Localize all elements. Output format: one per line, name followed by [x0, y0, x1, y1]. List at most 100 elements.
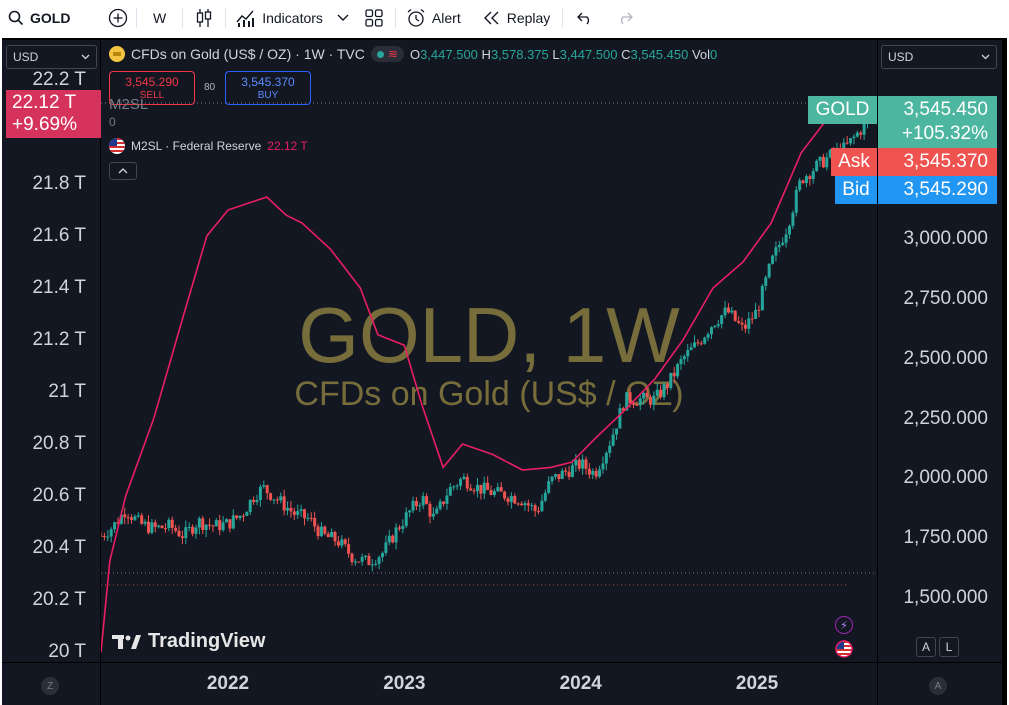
time-axis[interactable]: 2022 2023 2024 2025: [101, 663, 877, 705]
tradingview-logo-text: TradingView: [148, 630, 266, 652]
toolbar-divider: [562, 8, 564, 28]
candle-body: [543, 492, 547, 501]
right-price-scale[interactable]: USD 3,000.000 2,750.000 2,500.000 2,250.000…: [878, 40, 1002, 662]
candle-body: [442, 501, 446, 504]
candle-body: [252, 499, 256, 502]
toolbar-divider: [225, 8, 227, 28]
candle-body: [370, 564, 374, 566]
candle-body: [133, 516, 137, 520]
redo-button[interactable]: [607, 0, 643, 36]
candle-body: [771, 255, 775, 264]
candle-body: [754, 309, 758, 319]
candle-body: [377, 557, 381, 564]
candle-body: [713, 325, 717, 328]
chevron-down-icon: [337, 14, 349, 22]
candle-body: [404, 512, 408, 526]
candle-body: [845, 142, 849, 144]
candle-body: [591, 470, 595, 475]
timezone-label: Z: [46, 680, 54, 692]
buy-button[interactable]: 3,545.370 BUY: [225, 71, 311, 105]
candle-body: [275, 499, 279, 501]
candle-body: [350, 553, 354, 562]
candle-body: [733, 310, 737, 321]
candle-body: [706, 334, 710, 338]
candle-body: [716, 324, 720, 326]
alarm-clock-icon: [406, 8, 426, 28]
symbol-search[interactable]: GOLD: [0, 0, 100, 36]
gold-last-price-badge: 3,545.450 +105.32%: [878, 96, 997, 152]
undo-button[interactable]: [563, 0, 607, 36]
candle-body: [347, 544, 351, 554]
hidden-series-value: 0: [109, 115, 116, 129]
tradingview-logo[interactable]: TradingView: [112, 630, 265, 653]
candle-body: [520, 503, 524, 506]
candle-body: [720, 315, 724, 325]
candle-body: [408, 510, 412, 513]
market-status-pill[interactable]: ≋: [370, 46, 404, 62]
chart-type-button[interactable]: [183, 0, 225, 36]
replay-button[interactable]: Replay: [471, 0, 563, 36]
auto-scale-button[interactable]: A: [916, 637, 936, 657]
candle-body: [286, 507, 290, 511]
us-flag-event-icon[interactable]: [835, 640, 853, 658]
candle-body: [445, 495, 449, 504]
candle-body: [102, 535, 106, 537]
log-scale-button[interactable]: L: [939, 637, 959, 657]
sell-button[interactable]: 3,545.290 SELL: [109, 71, 195, 105]
candle-body: [157, 525, 161, 527]
chart-pane[interactable]: GOLD, 1W CFDs on Gold (US$ / OZ) CFDs on…: [101, 40, 877, 662]
candle-body: [652, 395, 656, 405]
m2-badge-change: +9.69%: [12, 114, 77, 135]
candle-body: [645, 392, 649, 397]
indicators-dropdown[interactable]: [333, 0, 353, 36]
candle-body: [696, 342, 700, 344]
candle-body: [269, 493, 273, 500]
candle-body: [208, 524, 212, 526]
candle-body: [197, 518, 201, 528]
candle-body: [794, 189, 798, 213]
candle-body: [828, 149, 832, 158]
candle-body: [506, 498, 510, 502]
grid-icon: [365, 9, 383, 27]
candle-body: [313, 517, 317, 527]
alert-button[interactable]: Alert: [396, 0, 471, 36]
candle-body: [791, 212, 795, 226]
candle-body: [353, 561, 357, 563]
candle-body: [774, 247, 778, 256]
left-price-scale[interactable]: USD 22.2 T22 T21.8 T21.6 T21.4 T21.2 T21…: [2, 40, 110, 662]
candle-body: [570, 465, 574, 477]
candle-body: [340, 539, 344, 546]
candle-body: [265, 485, 269, 494]
candle-body: [777, 244, 781, 248]
left-axis-tick: 20.4 T: [32, 537, 86, 558]
indicators-button[interactable]: Indicators: [226, 0, 333, 36]
left-currency-select[interactable]: USD: [6, 45, 97, 69]
timezone-button[interactable]: Z: [41, 677, 59, 695]
auto-fit-button[interactable]: A: [929, 677, 947, 695]
collapse-legend-button[interactable]: [109, 162, 137, 180]
layouts-button[interactable]: [353, 0, 395, 36]
bid-badge-price: 3,545.290: [903, 179, 988, 200]
candle-body: [764, 277, 768, 286]
ask-label: Ask: [831, 148, 877, 176]
candle-body: [577, 459, 581, 469]
candle-body: [676, 364, 680, 377]
candle-body: [201, 518, 205, 530]
candle-body: [153, 522, 157, 527]
compare-button[interactable]: [100, 0, 136, 36]
right-axis-tick: 3,000.000: [903, 228, 988, 249]
candle-body: [319, 526, 323, 537]
right-corner: A: [878, 663, 1002, 705]
candle-body: [167, 519, 171, 529]
candle-body: [323, 526, 327, 534]
candle-body: [357, 561, 361, 563]
right-currency-select[interactable]: USD: [881, 45, 997, 69]
candle-body: [601, 463, 605, 470]
candle-body: [530, 505, 534, 507]
interval-button[interactable]: W: [137, 0, 182, 36]
candle-body: [435, 508, 439, 514]
candle-body: [631, 403, 635, 405]
candle-body: [333, 532, 337, 542]
lightning-event-icon[interactable]: ⚡: [835, 616, 853, 634]
candle-body: [170, 519, 174, 528]
